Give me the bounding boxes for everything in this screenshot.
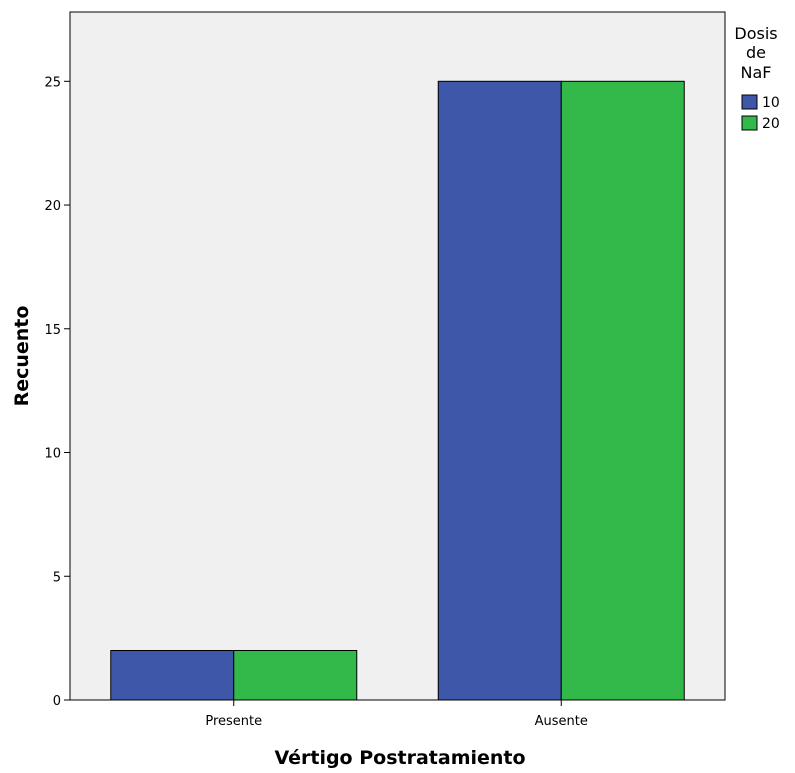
x-tick-label: Ausente [535, 714, 588, 729]
y-tick-label: 5 [53, 570, 61, 585]
y-axis: 0 5 10 15 20 25 [44, 75, 70, 709]
legend-swatch-10 [741, 94, 758, 110]
legend-label-20: 20 [762, 116, 780, 132]
legend: Dosis de NaF 10 20 [734, 24, 779, 132]
legend-title-line-2: de [746, 43, 766, 62]
y-axis-title: Recuento [11, 306, 33, 407]
y-tick-label: 10 [44, 447, 61, 462]
bar-presente-20 [233, 650, 358, 701]
bar-ausente-10 [437, 80, 562, 701]
bars-group [110, 80, 685, 701]
bar-presente-10 [110, 650, 235, 701]
legend-swatch-20 [741, 115, 758, 131]
x-axis: Presente Ausente [205, 700, 588, 729]
y-tick-label: 15 [44, 323, 61, 338]
x-tick-label: Presente [205, 714, 262, 729]
y-tick-label: 0 [53, 694, 61, 709]
y-tick-label: 25 [44, 75, 61, 90]
bar-ausente-20 [560, 80, 685, 701]
x-axis-title: Vértigo Postratamiento [274, 747, 525, 769]
y-tick-label: 20 [44, 199, 61, 214]
legend-title-line-3: NaF [741, 63, 772, 82]
legend-title-line-1: Dosis [734, 24, 777, 43]
legend-label-10: 10 [762, 95, 780, 111]
